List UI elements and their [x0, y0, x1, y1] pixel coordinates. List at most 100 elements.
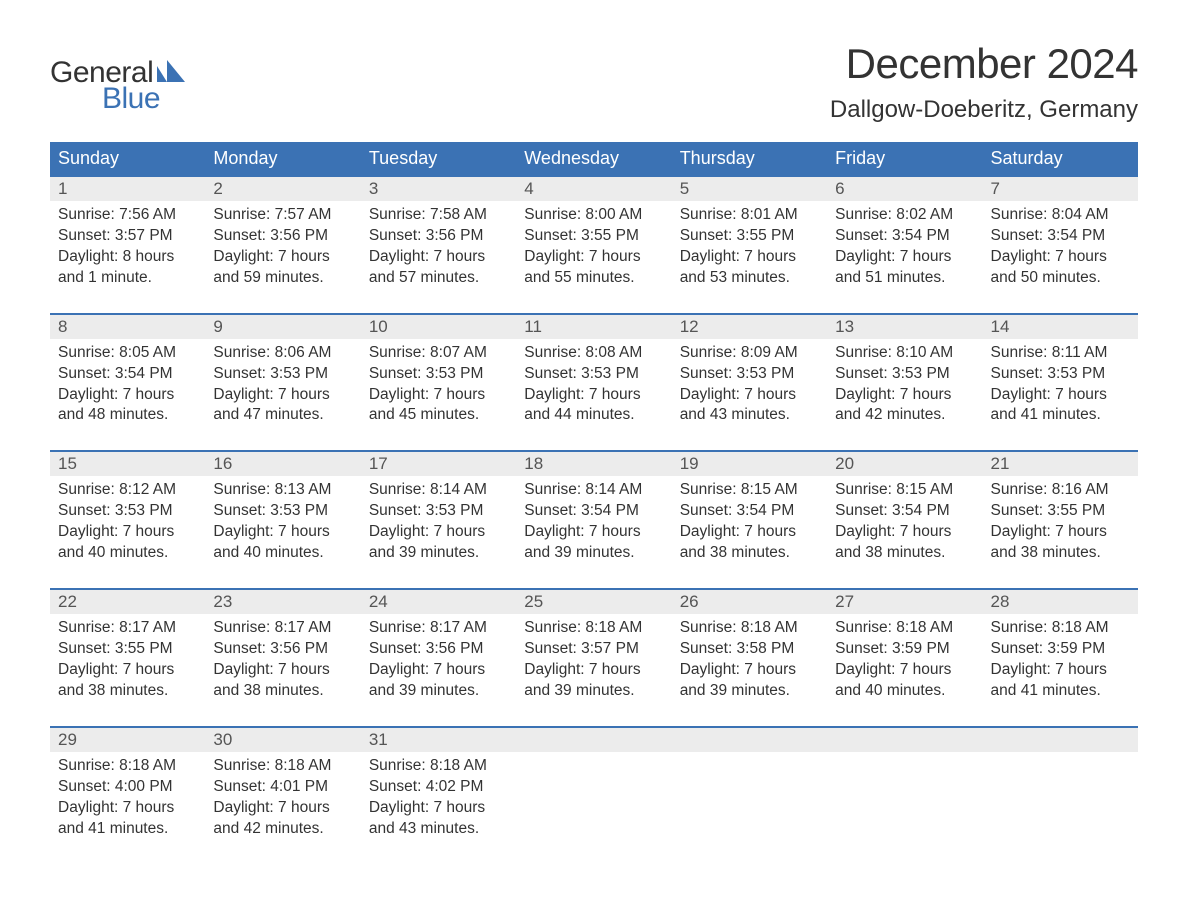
- day-number: [827, 727, 982, 752]
- sunset-text: Sunset: 4:02 PM: [369, 777, 508, 798]
- sunrise-text: Sunrise: 8:06 AM: [213, 343, 352, 364]
- daylight-text-line2: and 57 minutes.: [369, 268, 508, 289]
- day-of-week-header: Monday: [205, 142, 360, 176]
- day-data: Sunrise: 8:17 AMSunset: 3:56 PMDaylight:…: [361, 614, 516, 727]
- day-number: 10: [361, 314, 516, 339]
- daylight-text-line2: and 53 minutes.: [680, 268, 819, 289]
- day-number: [672, 727, 827, 752]
- sunset-text: Sunset: 3:54 PM: [835, 226, 974, 247]
- sunrise-text: Sunrise: 7:57 AM: [213, 205, 352, 226]
- daylight-text-line2: and 38 minutes.: [58, 681, 197, 702]
- sunrise-text: Sunrise: 8:14 AM: [369, 480, 508, 501]
- sunset-text: Sunset: 3:53 PM: [835, 364, 974, 385]
- sunset-text: Sunset: 3:55 PM: [680, 226, 819, 247]
- day-data: Sunrise: 8:12 AMSunset: 3:53 PMDaylight:…: [50, 476, 205, 589]
- daylight-text-line1: Daylight: 7 hours: [680, 247, 819, 268]
- week-daydata-row: Sunrise: 8:05 AMSunset: 3:54 PMDaylight:…: [50, 339, 1138, 452]
- daylight-text-line1: Daylight: 7 hours: [213, 522, 352, 543]
- daylight-text-line2: and 38 minutes.: [680, 543, 819, 564]
- day-number: 14: [983, 314, 1138, 339]
- day-of-week-row: SundayMondayTuesdayWednesdayThursdayFrid…: [50, 142, 1138, 176]
- sunset-text: Sunset: 3:53 PM: [524, 364, 663, 385]
- day-number: 4: [516, 176, 671, 201]
- daylight-text-line2: and 40 minutes.: [213, 543, 352, 564]
- sunrise-text: Sunrise: 8:18 AM: [991, 618, 1130, 639]
- daylight-text-line2: and 43 minutes.: [369, 819, 508, 840]
- daylight-text-line2: and 51 minutes.: [835, 268, 974, 289]
- sunset-text: Sunset: 4:01 PM: [213, 777, 352, 798]
- sunset-text: Sunset: 3:57 PM: [58, 226, 197, 247]
- daylight-text-line1: Daylight: 7 hours: [991, 247, 1130, 268]
- daylight-text-line2: and 40 minutes.: [835, 681, 974, 702]
- daylight-text-line2: and 41 minutes.: [991, 405, 1130, 426]
- week-daydata-row: Sunrise: 8:12 AMSunset: 3:53 PMDaylight:…: [50, 476, 1138, 589]
- sunrise-text: Sunrise: 8:01 AM: [680, 205, 819, 226]
- day-number: 11: [516, 314, 671, 339]
- daylight-text-line2: and 39 minutes.: [369, 681, 508, 702]
- sunset-text: Sunset: 3:55 PM: [524, 226, 663, 247]
- week-daydata-row: Sunrise: 8:17 AMSunset: 3:55 PMDaylight:…: [50, 614, 1138, 727]
- day-number: 27: [827, 589, 982, 614]
- day-of-week-header: Sunday: [50, 142, 205, 176]
- day-data: Sunrise: 8:15 AMSunset: 3:54 PMDaylight:…: [827, 476, 982, 589]
- daylight-text-line2: and 39 minutes.: [680, 681, 819, 702]
- daylight-text-line1: Daylight: 7 hours: [835, 522, 974, 543]
- location-subtitle: Dallgow-Doeberitz, Germany: [830, 96, 1138, 124]
- daylight-text-line2: and 50 minutes.: [991, 268, 1130, 289]
- daylight-text-line1: Daylight: 8 hours: [58, 247, 197, 268]
- sunrise-text: Sunrise: 8:08 AM: [524, 343, 663, 364]
- daylight-text-line2: and 41 minutes.: [58, 819, 197, 840]
- day-number: 19: [672, 451, 827, 476]
- sunrise-text: Sunrise: 8:15 AM: [680, 480, 819, 501]
- day-number: 13: [827, 314, 982, 339]
- sunset-text: Sunset: 3:57 PM: [524, 639, 663, 660]
- day-number: 1: [50, 176, 205, 201]
- sunset-text: Sunset: 3:53 PM: [369, 364, 508, 385]
- daylight-text-line1: Daylight: 7 hours: [835, 660, 974, 681]
- day-data: Sunrise: 8:18 AMSunset: 3:59 PMDaylight:…: [983, 614, 1138, 727]
- daylight-text-line2: and 47 minutes.: [213, 405, 352, 426]
- day-data: Sunrise: 8:18 AMSunset: 3:59 PMDaylight:…: [827, 614, 982, 727]
- day-number: 5: [672, 176, 827, 201]
- daylight-text-line1: Daylight: 7 hours: [991, 385, 1130, 406]
- daylight-text-line1: Daylight: 7 hours: [213, 660, 352, 681]
- sunrise-text: Sunrise: 8:05 AM: [58, 343, 197, 364]
- sunset-text: Sunset: 3:54 PM: [680, 501, 819, 522]
- daylight-text-line2: and 45 minutes.: [369, 405, 508, 426]
- day-number: 25: [516, 589, 671, 614]
- daylight-text-line2: and 43 minutes.: [680, 405, 819, 426]
- day-data: Sunrise: 8:18 AMSunset: 4:01 PMDaylight:…: [205, 752, 360, 864]
- calendar-table: SundayMondayTuesdayWednesdayThursdayFrid…: [50, 142, 1138, 863]
- day-data: Sunrise: 8:17 AMSunset: 3:56 PMDaylight:…: [205, 614, 360, 727]
- day-number: 18: [516, 451, 671, 476]
- sunset-text: Sunset: 3:54 PM: [991, 226, 1130, 247]
- daylight-text-line1: Daylight: 7 hours: [524, 522, 663, 543]
- day-data: Sunrise: 8:18 AMSunset: 3:58 PMDaylight:…: [672, 614, 827, 727]
- sunset-text: Sunset: 3:53 PM: [369, 501, 508, 522]
- sunrise-text: Sunrise: 8:02 AM: [835, 205, 974, 226]
- sunrise-text: Sunrise: 8:12 AM: [58, 480, 197, 501]
- day-number: 31: [361, 727, 516, 752]
- day-data: Sunrise: 8:18 AMSunset: 4:02 PMDaylight:…: [361, 752, 516, 864]
- day-data: Sunrise: 8:00 AMSunset: 3:55 PMDaylight:…: [516, 201, 671, 314]
- daylight-text-line2: and 39 minutes.: [524, 681, 663, 702]
- sunrise-text: Sunrise: 8:18 AM: [835, 618, 974, 639]
- day-number: 3: [361, 176, 516, 201]
- sunrise-text: Sunrise: 8:14 AM: [524, 480, 663, 501]
- day-number: 8: [50, 314, 205, 339]
- day-data: Sunrise: 8:14 AMSunset: 3:53 PMDaylight:…: [361, 476, 516, 589]
- daylight-text-line2: and 42 minutes.: [835, 405, 974, 426]
- day-data: Sunrise: 8:11 AMSunset: 3:53 PMDaylight:…: [983, 339, 1138, 452]
- daylight-text-line1: Daylight: 7 hours: [58, 798, 197, 819]
- daylight-text-line2: and 39 minutes.: [369, 543, 508, 564]
- day-number: 17: [361, 451, 516, 476]
- day-data: Sunrise: 8:18 AMSunset: 4:00 PMDaylight:…: [50, 752, 205, 864]
- day-data: Sunrise: 7:56 AMSunset: 3:57 PMDaylight:…: [50, 201, 205, 314]
- daylight-text-line1: Daylight: 7 hours: [369, 798, 508, 819]
- daylight-text-line2: and 40 minutes.: [58, 543, 197, 564]
- daylight-text-line1: Daylight: 7 hours: [680, 660, 819, 681]
- daylight-text-line2: and 42 minutes.: [213, 819, 352, 840]
- logo-text-blue: Blue: [102, 82, 160, 116]
- daylight-text-line1: Daylight: 7 hours: [369, 522, 508, 543]
- day-number: 26: [672, 589, 827, 614]
